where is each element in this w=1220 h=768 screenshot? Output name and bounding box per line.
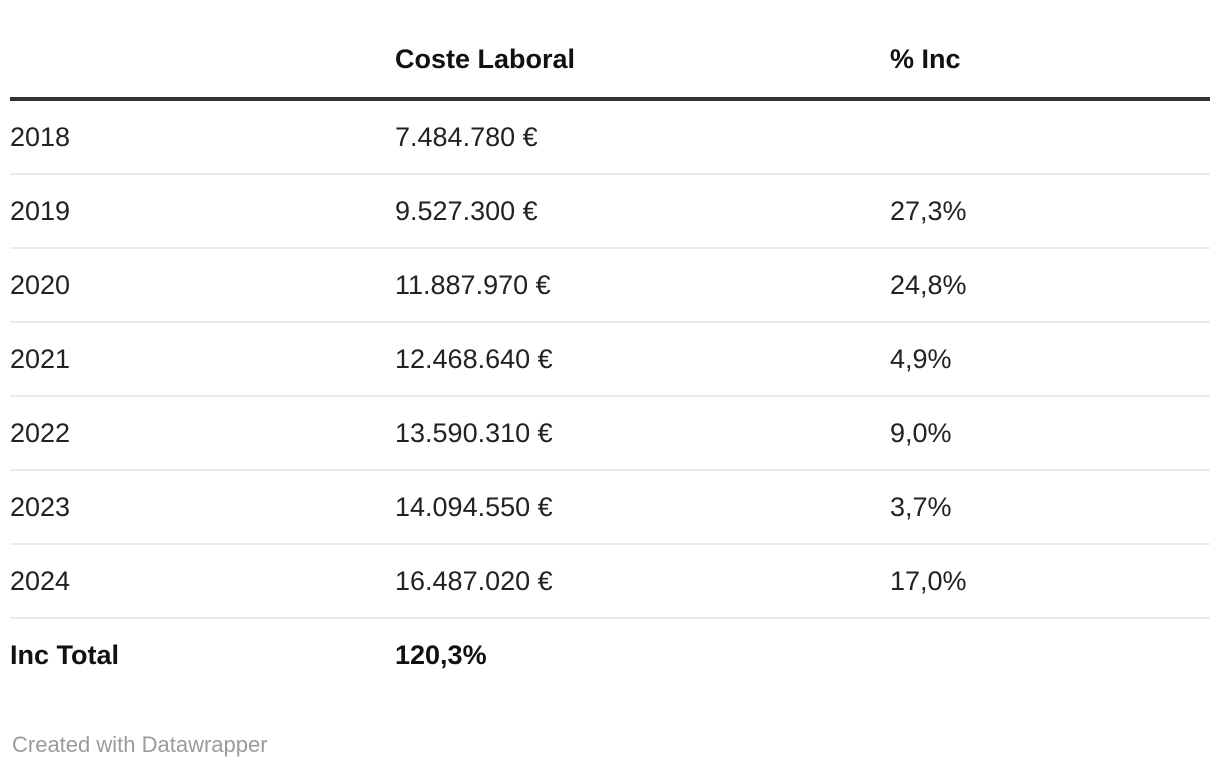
coste-cell: 9.527.300 €	[395, 174, 890, 249]
year-cell: 2024	[10, 544, 395, 619]
coste-cell: 11.887.970 €	[395, 248, 890, 323]
datawrapper-attribution-link[interactable]: Created with Datawrapper	[12, 732, 268, 757]
total-inc-cell	[890, 618, 1210, 691]
coste-cell: 14.094.550 €	[395, 470, 890, 545]
year-cell: 2022	[10, 396, 395, 471]
inc-cell: 4,9%	[890, 322, 1210, 397]
inc-cell: 3,7%	[890, 470, 1210, 545]
table-row: 2020 11.887.970 € 24,8%	[10, 248, 1210, 323]
coste-cell: 13.590.310 €	[395, 396, 890, 471]
column-header-coste-laboral: Coste Laboral	[395, 0, 890, 101]
total-row: Inc Total 120,3%	[10, 618, 1210, 691]
column-header-pct-inc: % Inc	[890, 0, 1210, 101]
column-header-year	[10, 0, 395, 101]
coste-cell: 12.468.640 €	[395, 322, 890, 397]
labor-cost-table: Coste Laboral % Inc 2018 7.484.780 € 201…	[10, 0, 1210, 691]
table-row: 2021 12.468.640 € 4,9%	[10, 322, 1210, 397]
year-cell: 2021	[10, 322, 395, 397]
year-cell: 2018	[10, 99, 395, 175]
header-row: Coste Laboral % Inc	[10, 0, 1210, 101]
total-label-cell: Inc Total	[10, 640, 120, 670]
total-value-cell: 120,3%	[395, 640, 487, 670]
table-row: 2024 16.487.020 € 17,0%	[10, 544, 1210, 619]
table-row: 2019 9.527.300 € 27,3%	[10, 174, 1210, 249]
inc-cell: 9,0%	[890, 396, 1210, 471]
coste-cell: 7.484.780 €	[395, 99, 890, 175]
inc-cell: 27,3%	[890, 174, 1210, 249]
inc-cell: 24,8%	[890, 248, 1210, 323]
year-cell: 2020	[10, 248, 395, 323]
coste-cell: 16.487.020 €	[395, 544, 890, 619]
table-row: 2023 14.094.550 € 3,7%	[10, 470, 1210, 545]
table-row: 2018 7.484.780 €	[10, 99, 1210, 175]
inc-cell	[890, 99, 1210, 175]
table-row: 2022 13.590.310 € 9,0%	[10, 396, 1210, 471]
inc-cell: 17,0%	[890, 544, 1210, 619]
year-cell: 2019	[10, 174, 395, 249]
year-cell: 2023	[10, 470, 395, 545]
